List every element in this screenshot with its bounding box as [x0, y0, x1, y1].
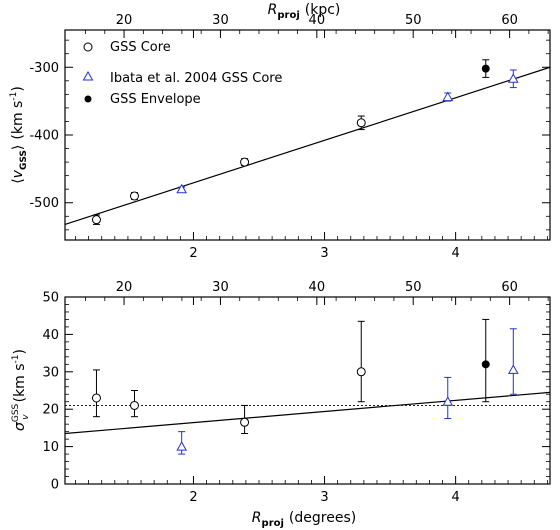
bottom-panel: σGSSv (km s-1) Rproj (degrees) 2 3 4 20 30 40 50…	[11, 280, 551, 529]
legend-entry-ibata: Ibata et al. 2004 GSS Core	[82, 70, 282, 86]
bottom-x-title-sub: proj	[262, 518, 284, 529]
top-plot-frame	[64, 29, 551, 241]
y-tick-label: -300	[29, 61, 59, 76]
x-tick-label: 3	[320, 490, 328, 505]
bottom-y-title-end: )	[12, 349, 28, 354]
y-tick-label: -500	[29, 196, 59, 211]
bottom-y-title-exp: -1	[11, 354, 21, 363]
top-y-title-exp: -1	[9, 92, 19, 101]
data-point-filled-circle	[481, 64, 490, 73]
top-y-axis-title: ⟨vGSS⟩ (km s-1)	[9, 86, 29, 184]
bottom-panel-marks	[64, 318, 551, 455]
legend-label-ibata: Ibata et al. 2004 GSS Core	[110, 71, 282, 86]
data-point-open-circle	[129, 400, 139, 410]
bottom-x-axis-title: Rproj (degrees)	[252, 510, 356, 529]
y-tick-label: -400	[29, 129, 59, 144]
y-tick-label: 50	[42, 291, 59, 306]
top-kpc-tick-label: 50	[405, 13, 422, 28]
top-kpc-tick-label: 60	[501, 13, 518, 28]
x-tick-label: 2	[189, 490, 197, 505]
top-kpc-tick-label: 30	[212, 13, 229, 28]
top-panel: Rproj (kpc) ⟨vGSS⟩ (km s-1) 2 3 4 20 30 40 50 60 -…	[9, 2, 551, 261]
bottom-y-title-sub: v	[21, 414, 31, 420]
data-point-open-circle	[240, 417, 250, 427]
data-point-open-triangle	[442, 396, 454, 406]
data-point-open-circle	[91, 215, 101, 225]
data-point-open-triangle	[442, 91, 454, 102]
data-point-open-triangle	[176, 441, 188, 451]
bottom-x-title-main: R	[252, 510, 262, 526]
top-kpc-tick-label: 50	[405, 280, 422, 295]
bottom-y-title-sup: GSS	[11, 403, 21, 422]
bottom-panel-ticks: 2 3 4 20 30 40 50 60 0 10 20 30 40 50	[42, 280, 550, 505]
y-tick-label: 20	[42, 403, 59, 418]
bottom-y-axis-title: σGSSv (km s-1)	[11, 349, 31, 431]
top-y-title-sub: GSS	[19, 150, 29, 170]
top-kpc-tick-label: 40	[309, 280, 326, 295]
top-y-title-close: ⟩	[10, 145, 26, 150]
bottom-y-title-unit: (km s	[12, 363, 28, 402]
y-tick-label: 10	[42, 440, 59, 455]
legend-marker-open-triangle	[82, 70, 94, 81]
data-point-open-triangle	[176, 183, 188, 194]
top-y-title-v: v	[10, 169, 26, 178]
legend: GSS Core Ibata et al. 2004 GSS Core GSS …	[82, 40, 282, 107]
top-kpc-tick-label: 20	[116, 13, 133, 28]
top-panel-ticks: 2 3 4 20 30 40 50 60 -300 -400 -500	[29, 13, 550, 261]
legend-entry-gss-envelope: GSS Envelope	[84, 92, 201, 107]
top-kpc-tick-label: 30	[212, 280, 229, 295]
fit-line	[64, 391, 551, 435]
x-tick-label: 4	[451, 246, 459, 261]
data-point-open-circle	[129, 191, 139, 201]
data-point-open-circle	[91, 393, 101, 403]
top-y-title-open: ⟨	[10, 178, 26, 183]
y-tick-label: 0	[51, 478, 59, 493]
top-kpc-tick-label: 20	[116, 280, 133, 295]
bottom-plot-frame	[64, 296, 551, 485]
fit-line	[64, 66, 551, 225]
top-axis-title-sub: proj	[277, 10, 299, 21]
legend-label-gss-envelope: GSS Envelope	[110, 92, 201, 107]
top-kpc-tick-label: 60	[501, 280, 518, 295]
data-point-open-circle	[356, 367, 366, 377]
top-panel-marks	[64, 59, 551, 225]
y-tick-label: 30	[42, 365, 59, 380]
y-tick-label: 40	[42, 328, 59, 343]
data-point-filled-circle	[481, 360, 490, 369]
top-y-title-end: )	[10, 86, 26, 91]
top-axis-title-main: R	[268, 2, 278, 18]
top-y-title-unit: (km s	[10, 101, 26, 140]
legend-marker-open-circle	[83, 42, 93, 52]
bottom-x-title-unit: (degrees)	[289, 510, 356, 526]
x-tick-label: 3	[320, 246, 328, 261]
legend-label-gss-core: GSS Core	[110, 40, 171, 55]
legend-entry-gss-core: GSS Core	[83, 40, 171, 55]
data-point-open-circle	[240, 157, 250, 167]
bottom-y-title-sigma: σ	[12, 421, 28, 431]
x-tick-label: 4	[451, 490, 459, 505]
top-axis-title: Rproj (kpc)	[268, 2, 341, 21]
top-kpc-tick-label: 40	[309, 13, 326, 28]
data-point-open-triangle	[507, 364, 519, 374]
data-point-open-triangle	[507, 73, 519, 83]
x-tick-label: 2	[189, 246, 197, 261]
legend-marker-filled-circle	[84, 95, 92, 103]
data-point-open-circle	[356, 118, 366, 128]
top-axis-title-unit: (kpc)	[305, 2, 341, 18]
